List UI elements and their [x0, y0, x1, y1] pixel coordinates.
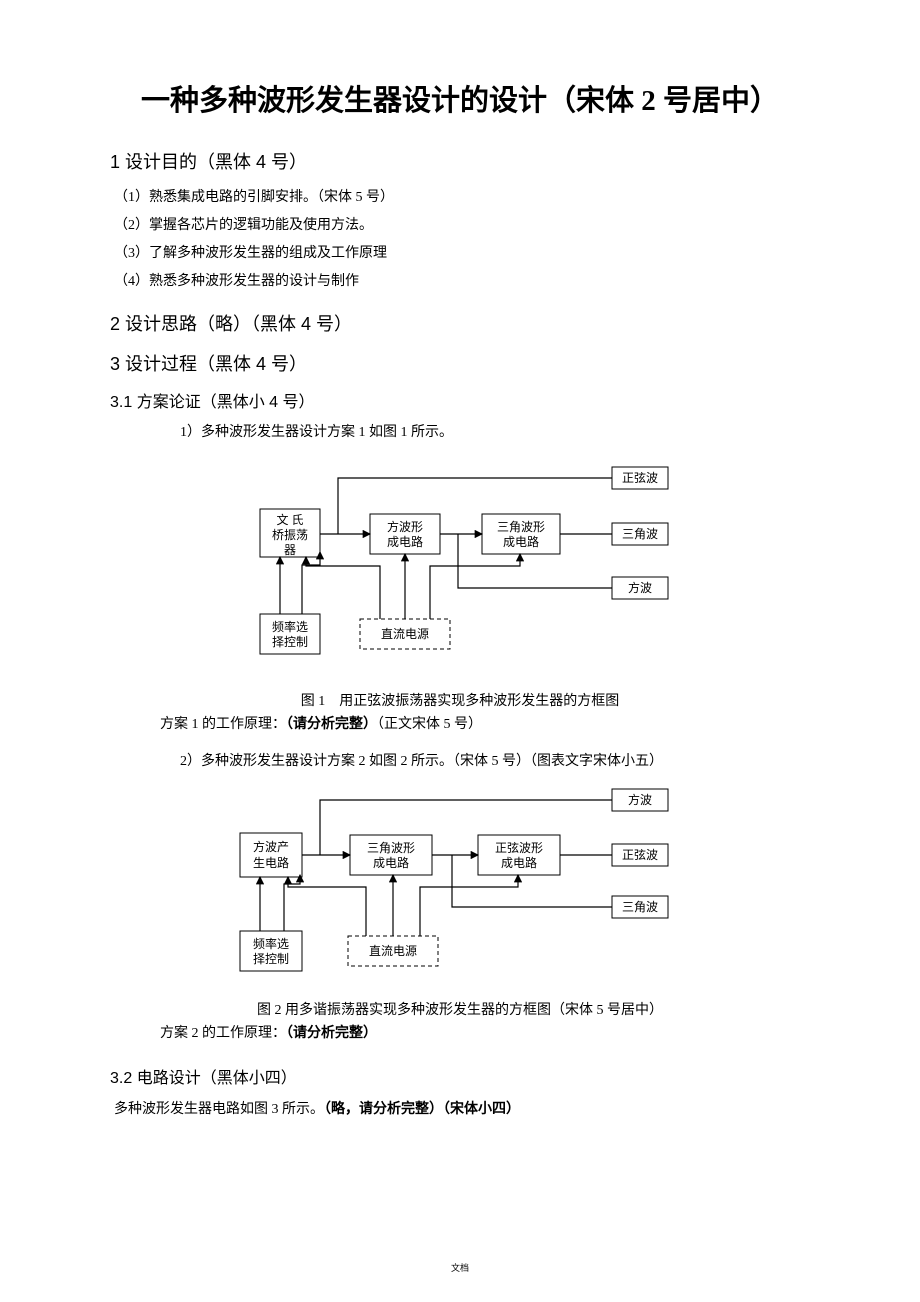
page-title: 一种多种波形发生器设计的设计（宋体 2 号居中） — [110, 80, 810, 124]
svg-text:择控制: 择控制 — [253, 952, 289, 966]
plan1-bold: （请分析完整） — [286, 717, 377, 732]
svg-text:三角波形: 三角波形 — [497, 520, 545, 534]
svg-text:成电路: 成电路 — [501, 855, 537, 870]
svg-text:成电路: 成电路 — [387, 534, 423, 549]
plan1-tail: （正文宋体 5 号） — [377, 717, 482, 732]
plan2-label: 方案 2 的工作原理： — [160, 1026, 286, 1041]
s1-item-1: （1）熟悉集成电路的引脚安排。（宋体 5 号） — [114, 184, 810, 212]
figure-2-caption: 图 2 用多谐振荡器实现多种波形发生器的方框图（宋体 5 号居中） — [110, 999, 810, 1019]
svg-text:成电路: 成电路 — [503, 534, 539, 549]
s32-bold: （略，请分析完整）（宋体小四） — [324, 1102, 520, 1117]
svg-text:桥振荡: 桥振荡 — [272, 528, 308, 542]
svg-text:正弦波: 正弦波 — [622, 470, 658, 485]
svg-text:直流电源: 直流电源 — [381, 627, 429, 641]
plan2-principle: 方案 2 的工作原理：（请分析完整） — [160, 1021, 810, 1048]
s32-text: 多种波形发生器电路如图 3 所示。 — [114, 1102, 324, 1117]
section-1-heading: 1 设计目的（黑体 4 号） — [110, 148, 810, 174]
s31-line1: 1）多种波形发生器设计方案 1 如图 1 所示。 — [180, 420, 810, 447]
s32-body: 多种波形发生器电路如图 3 所示。（略，请分析完整）（宋体小四） — [114, 1096, 810, 1124]
page-footer: 文档 — [0, 1261, 920, 1274]
svg-text:直流电源: 直流电源 — [369, 944, 417, 958]
plan1-label: 方案 1 的工作原理： — [160, 717, 286, 732]
s1-item-3: （3）了解多种波形发生器的组成及工作原理 — [114, 240, 810, 268]
svg-text:方波: 方波 — [628, 580, 652, 595]
s1-item-4: （4）熟悉多种波形发生器的设计与制作 — [114, 268, 810, 296]
svg-text:正弦波形: 正弦波形 — [495, 840, 543, 855]
svg-text:三角波: 三角波 — [622, 900, 658, 914]
svg-text:生电路: 生电路 — [253, 855, 289, 870]
plan2-bold: （请分析完整） — [286, 1026, 377, 1041]
section-2-heading: 2 设计思路（略）（黑体 4 号） — [110, 310, 810, 336]
plan1-principle: 方案 1 的工作原理：（请分析完整）（正文宋体 5 号） — [160, 712, 810, 739]
figure-1-diagram: 文 氏 桥振荡 器 方波形 成电路 三角波形 成电路 频率选 择控制 直流电源 … — [220, 454, 700, 684]
svg-text:三角波形: 三角波形 — [367, 841, 415, 855]
section-3-2-heading: 3.2 电路设计（黑体小四） — [110, 1064, 810, 1088]
section-3-heading: 3 设计过程（黑体 4 号） — [110, 350, 810, 376]
s1-item-2: （2）掌握各芯片的逻辑功能及使用方法。 — [114, 212, 810, 240]
svg-text:三角波: 三角波 — [622, 527, 658, 541]
svg-text:文 氏: 文 氏 — [276, 512, 303, 527]
s31-line2: 2）多种波形发生器设计方案 2 如图 2 所示。（宋体 5 号）（图表文字宋体小… — [180, 749, 810, 776]
svg-text:成电路: 成电路 — [373, 855, 409, 870]
figure-1-caption: 图 1 用正弦波振荡器实现多种波形发生器的方框图 — [110, 690, 810, 710]
section-3-1-heading: 3.1 方案论证（黑体小 4 号） — [110, 388, 810, 412]
svg-text:择控制: 择控制 — [272, 635, 308, 649]
svg-text:器: 器 — [284, 543, 296, 557]
figure-2-diagram: 方波产 生电路 三角波形 成电路 正弦波形 成电路 频率选 择控制 直流电源 方… — [220, 783, 700, 993]
svg-text:频率选: 频率选 — [253, 936, 289, 951]
svg-text:方波: 方波 — [628, 792, 652, 807]
svg-text:方波形: 方波形 — [387, 519, 423, 534]
svg-text:方波产: 方波产 — [253, 839, 289, 854]
svg-text:频率选: 频率选 — [272, 619, 308, 634]
svg-text:正弦波: 正弦波 — [622, 847, 658, 862]
